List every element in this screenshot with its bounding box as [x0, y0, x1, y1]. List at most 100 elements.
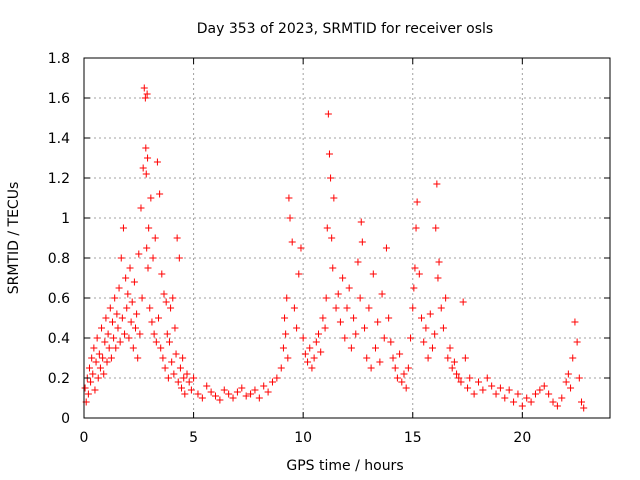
- y-tick-label: 1.2: [48, 171, 70, 187]
- data-point: [110, 334, 118, 342]
- data-point: [391, 364, 399, 372]
- x-tick-label: 20: [513, 430, 531, 446]
- data-point: [225, 390, 233, 398]
- data-point: [125, 334, 133, 342]
- data-point: [117, 254, 125, 262]
- data-point: [126, 264, 134, 272]
- data-point: [152, 338, 160, 346]
- data-point: [100, 370, 108, 378]
- data-point: [404, 364, 412, 372]
- data-point: [424, 354, 432, 362]
- data-point: [116, 338, 124, 346]
- data-point: [137, 204, 145, 212]
- data-point: [159, 354, 167, 362]
- data-point: [143, 244, 151, 252]
- data-point: [91, 386, 99, 394]
- data-point: [518, 402, 526, 410]
- data-point: [315, 330, 323, 338]
- data-point: [123, 304, 131, 312]
- data-point: [288, 238, 296, 246]
- y-tick-label: 1.6: [48, 91, 70, 107]
- plot-frame: [83, 57, 611, 419]
- data-point: [339, 274, 347, 282]
- data-point: [466, 374, 474, 382]
- y-tick-label: 1.8: [48, 51, 70, 67]
- y-tick-label: 0.2: [48, 371, 70, 387]
- data-point: [178, 384, 186, 392]
- data-point: [575, 374, 583, 382]
- data-point: [114, 324, 122, 332]
- data-point: [336, 318, 344, 326]
- data-point: [170, 370, 178, 378]
- data-point: [141, 94, 149, 102]
- data-point: [96, 364, 104, 372]
- x-tick-label: 0: [80, 430, 89, 446]
- data-point: [304, 358, 312, 366]
- y-tick-label: 0: [61, 411, 70, 427]
- data-point: [437, 304, 445, 312]
- data-point: [413, 198, 421, 206]
- data-point: [158, 270, 166, 278]
- data-point: [363, 354, 371, 362]
- data-point: [89, 370, 97, 378]
- data-point: [264, 388, 272, 396]
- data-point: [510, 398, 518, 406]
- data-point: [459, 298, 467, 306]
- data-point: [283, 294, 291, 302]
- data-point: [389, 354, 397, 362]
- data-point: [321, 324, 329, 332]
- data-point: [105, 344, 113, 352]
- data-point: [156, 190, 164, 198]
- data-point: [367, 364, 375, 372]
- data-point: [171, 324, 179, 332]
- data-point: [325, 150, 333, 158]
- data-point: [277, 364, 285, 372]
- data-point: [369, 270, 377, 278]
- data-point: [365, 304, 373, 312]
- data-point: [328, 234, 336, 242]
- data-point: [90, 344, 98, 352]
- data-point: [93, 334, 101, 342]
- data-point: [165, 338, 173, 346]
- data-point: [153, 158, 161, 166]
- data-point: [175, 254, 183, 262]
- data-point: [378, 290, 386, 298]
- data-point: [139, 164, 147, 172]
- data-point: [540, 382, 548, 390]
- data-point: [400, 370, 408, 378]
- data-point: [496, 384, 504, 392]
- data-point: [564, 370, 572, 378]
- data-point: [150, 330, 158, 338]
- data-point: [347, 344, 355, 352]
- data-point: [268, 378, 276, 386]
- data-point: [107, 354, 115, 362]
- data-point: [415, 270, 423, 278]
- y-tick-label: 1.4: [48, 131, 70, 147]
- data-point: [132, 324, 140, 332]
- data-point: [442, 294, 450, 302]
- data-point: [127, 318, 135, 326]
- data-point: [151, 234, 159, 242]
- data-point: [312, 338, 320, 346]
- data-point: [169, 294, 177, 302]
- data-point: [439, 324, 447, 332]
- data-point: [104, 330, 112, 338]
- data-point: [135, 250, 143, 258]
- data-point: [160, 290, 168, 298]
- data-point: [85, 364, 93, 372]
- data-point: [444, 354, 452, 362]
- data-point: [411, 264, 419, 272]
- data-point: [176, 364, 184, 372]
- data-point: [310, 354, 318, 362]
- data-point: [396, 350, 404, 358]
- data-point: [571, 318, 579, 326]
- data-point: [407, 334, 415, 342]
- data-point: [464, 384, 472, 392]
- data-point: [108, 318, 116, 326]
- data-point: [103, 358, 111, 366]
- data-point: [295, 270, 303, 278]
- data-point: [92, 358, 100, 366]
- x-tick-label: 5: [189, 430, 198, 446]
- data-marks: [81, 84, 588, 412]
